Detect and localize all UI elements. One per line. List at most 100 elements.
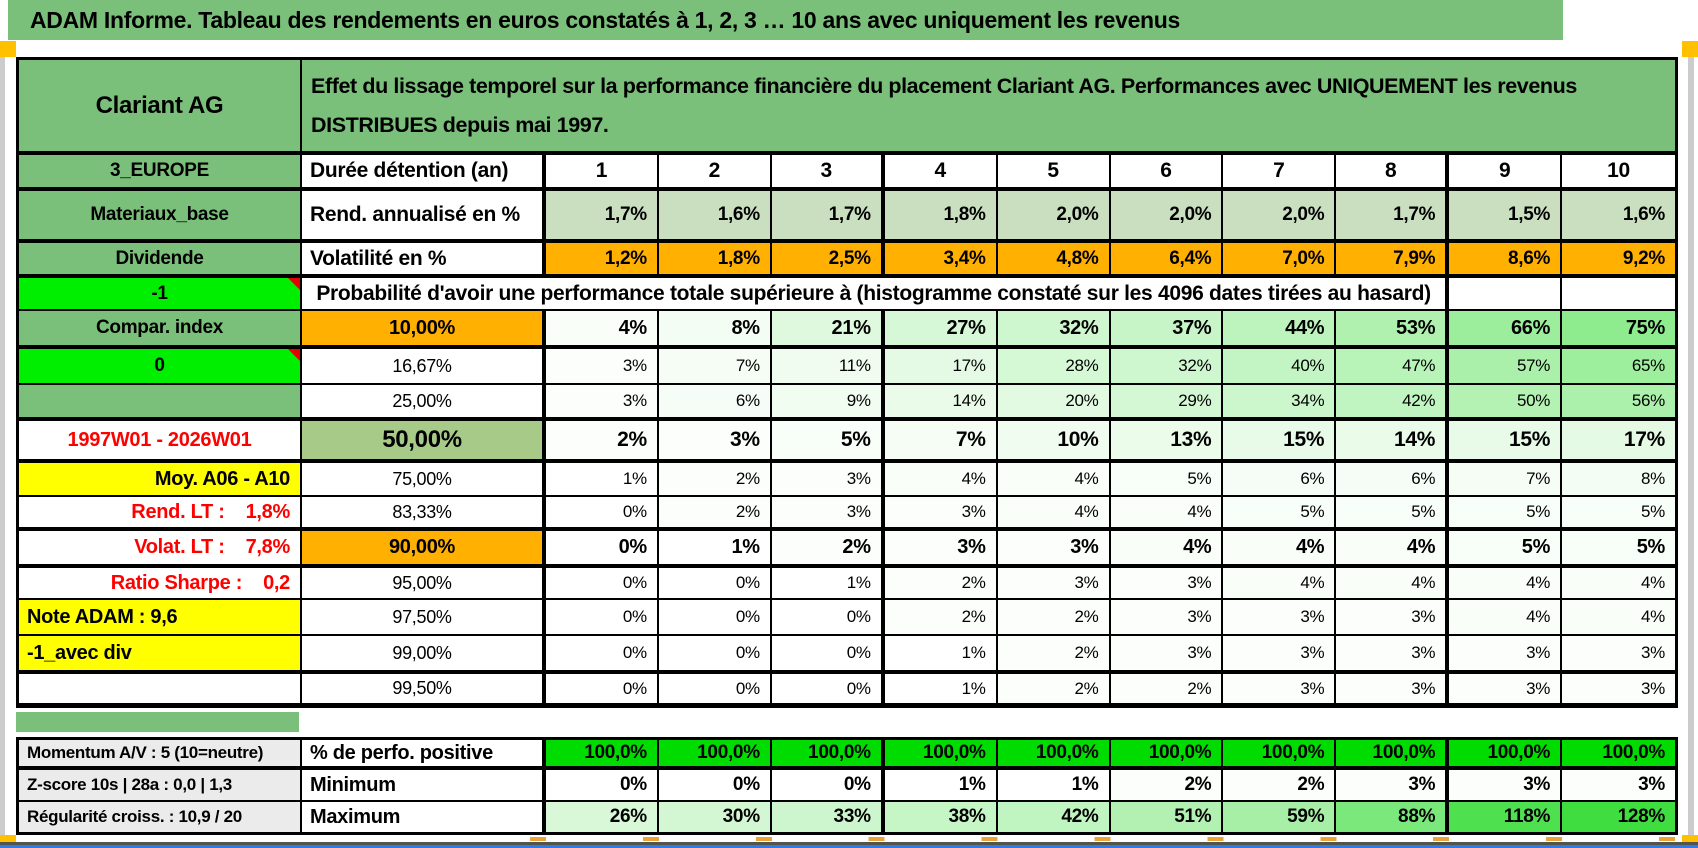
sidebar-cell[interactable]: Dividende: [19, 243, 302, 278]
minimum-value-cell[interactable]: 0%: [771, 770, 885, 802]
duration-header-cell[interactable]: 7: [1223, 155, 1337, 191]
minimum-value-cell[interactable]: 2%: [1223, 770, 1337, 802]
maximum-value-cell[interactable]: 118%: [1449, 802, 1563, 832]
threshold-cell[interactable]: 90,00%: [302, 531, 546, 568]
probability-value-cell[interactable]: 2%: [658, 463, 772, 497]
threshold-cell[interactable]: 95,00%: [302, 568, 546, 600]
rend-value-cell[interactable]: 1,7%: [771, 191, 885, 243]
footer-stat-label-cell[interactable]: Minimum: [302, 770, 546, 802]
probability-value-cell[interactable]: 14%: [1336, 421, 1450, 463]
probability-value-cell[interactable]: 2%: [997, 636, 1111, 674]
probability-value-cell[interactable]: 4%: [884, 463, 998, 497]
perfo-positive-cell[interactable]: 100,0%: [884, 740, 998, 770]
probability-value-cell[interactable]: 3%: [1449, 636, 1563, 674]
maximum-value-cell[interactable]: 26%: [546, 802, 659, 832]
probability-value-cell[interactable]: 37%: [1110, 311, 1224, 349]
probability-value-cell[interactable]: 56%: [1562, 385, 1675, 421]
probability-value-cell[interactable]: 3%: [1223, 600, 1337, 636]
probability-value-cell[interactable]: 1%: [771, 568, 885, 600]
probability-value-cell[interactable]: 4%: [1110, 497, 1224, 531]
probability-value-cell[interactable]: 2%: [997, 600, 1111, 636]
probability-value-cell[interactable]: 1%: [546, 463, 659, 497]
probability-value-cell[interactable]: 2%: [884, 600, 998, 636]
empty-cell[interactable]: [1449, 278, 1563, 311]
probability-value-cell[interactable]: 32%: [997, 311, 1111, 349]
volat-value-cell[interactable]: 7,9%: [1336, 243, 1450, 278]
probability-value-cell[interactable]: 14%: [884, 385, 998, 421]
maximum-value-cell[interactable]: 128%: [1562, 802, 1675, 832]
perfo-positive-cell[interactable]: 100,0%: [1110, 740, 1224, 770]
threshold-cell[interactable]: 75,00%: [302, 463, 546, 497]
probability-value-cell[interactable]: 6%: [1223, 463, 1337, 497]
probability-value-cell[interactable]: 0%: [546, 568, 659, 600]
probability-value-cell[interactable]: 6%: [1336, 463, 1450, 497]
probability-value-cell[interactable]: 7%: [884, 421, 998, 463]
threshold-cell[interactable]: 50,00%: [302, 421, 546, 463]
probability-value-cell[interactable]: 40%: [1223, 349, 1337, 385]
duration-header-cell[interactable]: 1: [546, 155, 659, 191]
maximum-value-cell[interactable]: 33%: [771, 802, 885, 832]
sidebar-cell[interactable]: Compar. index: [19, 311, 302, 349]
volat-value-cell[interactable]: 6,4%: [1110, 243, 1224, 278]
probability-value-cell[interactable]: 57%: [1449, 349, 1563, 385]
maximum-value-cell[interactable]: 59%: [1223, 802, 1337, 832]
probability-value-cell[interactable]: 5%: [1562, 531, 1675, 568]
probability-value-cell[interactable]: 7%: [1449, 463, 1563, 497]
minimum-value-cell[interactable]: 0%: [546, 770, 659, 802]
sidebar-cell[interactable]: -1: [19, 278, 302, 311]
footer-stat-label-cell[interactable]: Maximum: [302, 802, 546, 832]
probability-value-cell[interactable]: 3%: [1562, 674, 1675, 705]
perfo-positive-cell[interactable]: 100,0%: [658, 740, 772, 770]
probability-value-cell[interactable]: 3%: [1449, 674, 1563, 705]
probability-value-cell[interactable]: 3%: [1336, 674, 1450, 705]
probability-value-cell[interactable]: 0%: [771, 674, 885, 705]
probability-value-cell[interactable]: 3%: [884, 497, 998, 531]
probability-value-cell[interactable]: 0%: [546, 636, 659, 674]
probability-value-cell[interactable]: 4%: [1562, 600, 1675, 636]
probability-value-cell[interactable]: 6%: [658, 385, 772, 421]
threshold-cell[interactable]: 25,00%: [302, 385, 546, 421]
probability-value-cell[interactable]: 2%: [1110, 674, 1224, 705]
probability-value-cell[interactable]: 3%: [771, 463, 885, 497]
probability-value-cell[interactable]: 4%: [546, 311, 659, 349]
probability-value-cell[interactable]: 4%: [1223, 568, 1337, 600]
sidebar-cell[interactable]: Materiaux_base: [19, 191, 302, 243]
probability-value-cell[interactable]: 0%: [546, 497, 659, 531]
probability-value-cell[interactable]: 1%: [884, 674, 998, 705]
sidebar-cell[interactable]: Rend. LT : 1,8%: [19, 497, 302, 531]
probability-value-cell[interactable]: 4%: [1449, 568, 1563, 600]
probability-value-cell[interactable]: 3%: [1110, 568, 1224, 600]
minimum-value-cell[interactable]: 1%: [997, 770, 1111, 802]
probability-value-cell[interactable]: 2%: [658, 497, 772, 531]
probability-value-cell[interactable]: 4%: [1336, 568, 1450, 600]
maximum-value-cell[interactable]: 38%: [884, 802, 998, 832]
probability-value-cell[interactable]: 3%: [546, 349, 659, 385]
probability-value-cell[interactable]: 3%: [1223, 636, 1337, 674]
volat-value-cell[interactable]: 9,2%: [1562, 243, 1675, 278]
perfo-positive-cell[interactable]: 100,0%: [1223, 740, 1337, 770]
probability-value-cell[interactable]: 5%: [1449, 531, 1563, 568]
probability-value-cell[interactable]: 42%: [1336, 385, 1450, 421]
probability-value-cell[interactable]: 4%: [997, 497, 1111, 531]
sidebar-cell[interactable]: -1_avec div: [19, 636, 302, 674]
footer-label-cell[interactable]: Momentum A/V : 5 (10=neutre): [19, 740, 302, 770]
probability-value-cell[interactable]: 4%: [1562, 568, 1675, 600]
probability-value-cell[interactable]: 0%: [658, 568, 772, 600]
probability-value-cell[interactable]: 47%: [1336, 349, 1450, 385]
probability-value-cell[interactable]: 0%: [546, 600, 659, 636]
footer-label-cell[interactable]: Régularité croiss. : 10,9 / 20: [19, 802, 302, 832]
sidebar-cell[interactable]: 1997W01 - 2026W01: [19, 421, 302, 463]
probability-value-cell[interactable]: 0%: [771, 636, 885, 674]
probability-value-cell[interactable]: 3%: [997, 568, 1111, 600]
probability-value-cell[interactable]: 3%: [1110, 636, 1224, 674]
probability-value-cell[interactable]: 5%: [1336, 497, 1450, 531]
rend-value-cell[interactable]: 2,0%: [1223, 191, 1337, 243]
probability-value-cell[interactable]: 2%: [771, 531, 885, 568]
probability-value-cell[interactable]: 3%: [1562, 636, 1675, 674]
perfo-positive-cell[interactable]: 100,0%: [771, 740, 885, 770]
probability-value-cell[interactable]: 75%: [1562, 311, 1675, 349]
probability-value-cell[interactable]: 3%: [1223, 674, 1337, 705]
probability-value-cell[interactable]: 28%: [997, 349, 1111, 385]
minimum-value-cell[interactable]: 1%: [884, 770, 998, 802]
volat-value-cell[interactable]: 2,5%: [771, 243, 885, 278]
